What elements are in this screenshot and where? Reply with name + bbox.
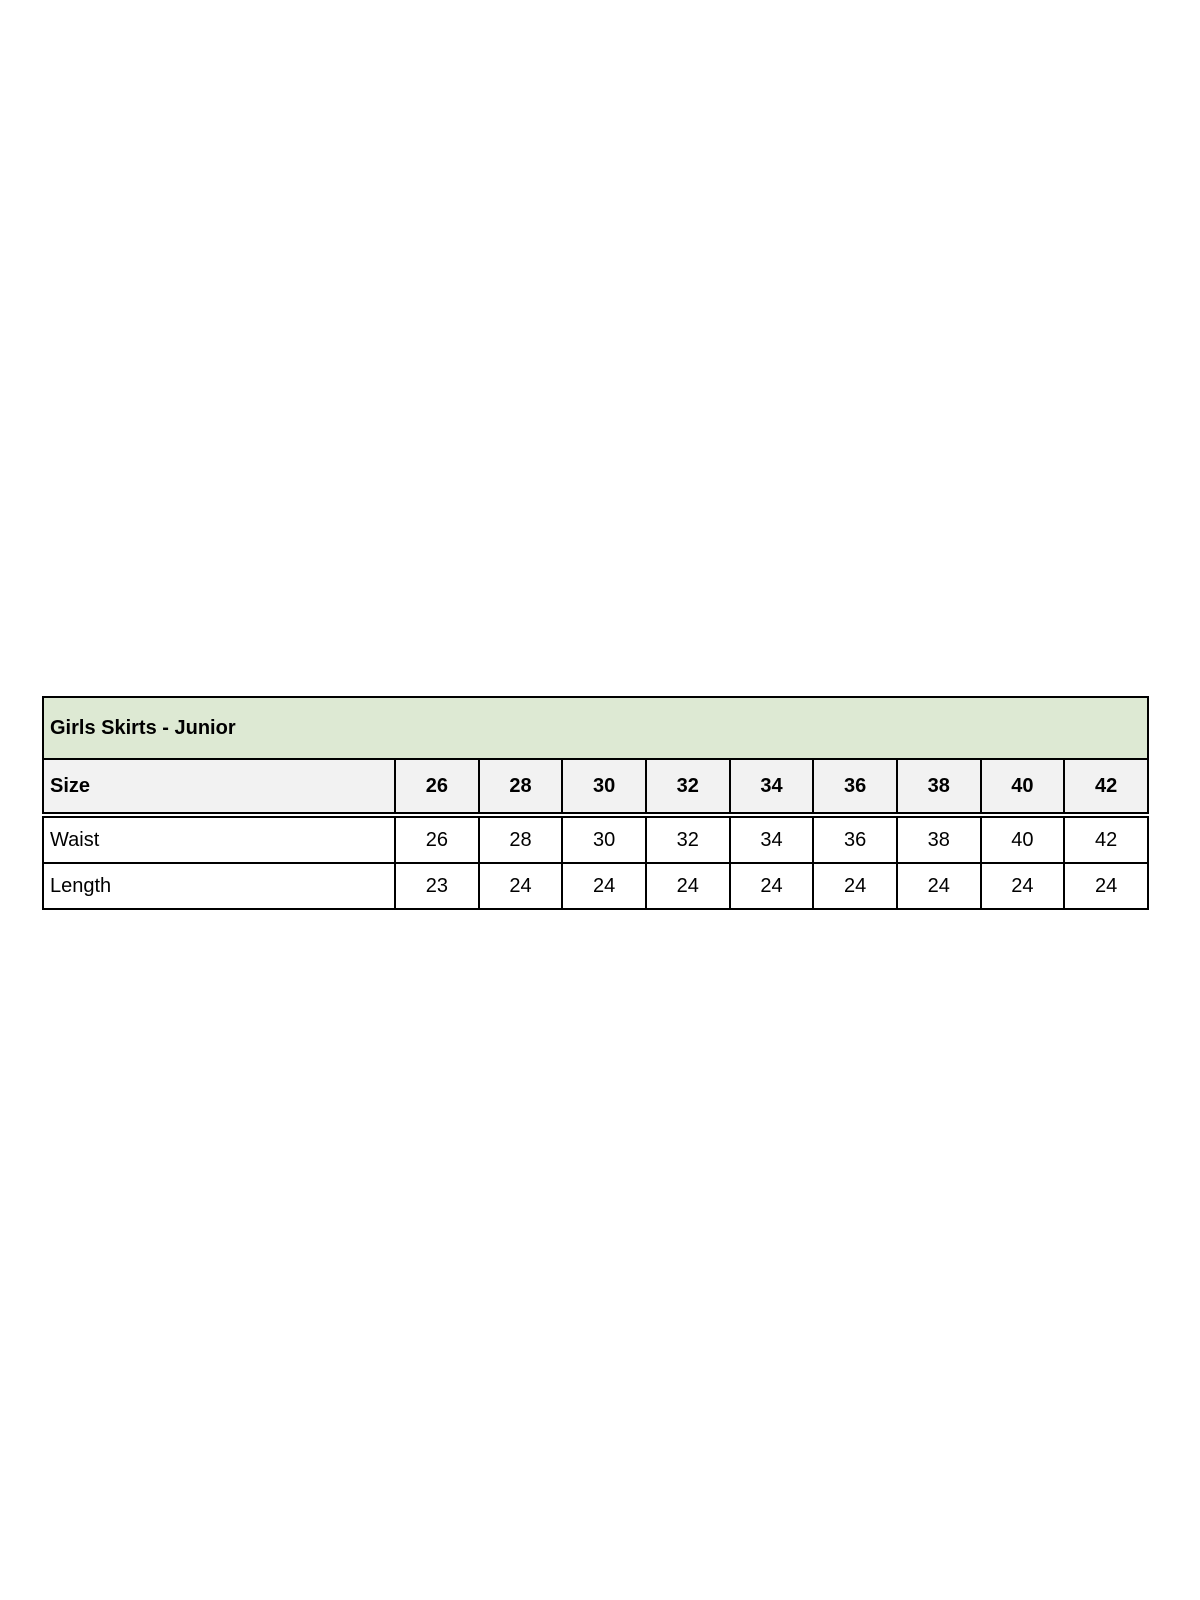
data-cell: 24 [561,862,647,910]
table-title-row: Girls Skirts - Junior [42,696,1149,760]
header-cell: 40 [979,758,1066,818]
size-chart-table: Girls Skirts - Junior Size 26 28 30 32 3… [42,696,1149,910]
data-cell: 23 [394,862,480,910]
header-cell: 30 [561,758,647,818]
header-cell: 42 [1063,758,1149,818]
header-label: Size [42,758,396,818]
data-cell: 26 [394,814,480,864]
data-cell: 40 [979,814,1066,864]
data-cell: 24 [728,862,815,910]
data-cell: 32 [644,814,731,864]
row-label-waist: Waist [42,814,396,864]
table-title: Girls Skirts - Junior [42,696,1149,760]
header-cell: 32 [644,758,731,818]
data-cell: 24 [477,862,564,910]
data-cell: 24 [812,862,898,910]
header-cell: 34 [728,758,815,818]
waist-row: Waist 26 28 30 32 34 36 38 40 42 [42,814,1149,864]
data-cell: 24 [895,862,982,910]
data-cell: 34 [728,814,815,864]
data-cell: 38 [895,814,982,864]
data-cell: 30 [561,814,647,864]
header-cell: 28 [477,758,564,818]
data-cell: 24 [979,862,1066,910]
data-cell: 42 [1063,814,1149,864]
data-cell: 28 [477,814,564,864]
header-cell: 36 [812,758,898,818]
data-cell: 36 [812,814,898,864]
row-label-length: Length [42,862,396,910]
header-cell: 26 [394,758,480,818]
data-cell: 24 [1063,862,1149,910]
length-row: Length 23 24 24 24 24 24 24 24 24 [42,862,1149,910]
data-cell: 24 [644,862,731,910]
header-cell: 38 [895,758,982,818]
size-header-row: Size 26 28 30 32 34 36 38 40 42 [42,758,1149,818]
